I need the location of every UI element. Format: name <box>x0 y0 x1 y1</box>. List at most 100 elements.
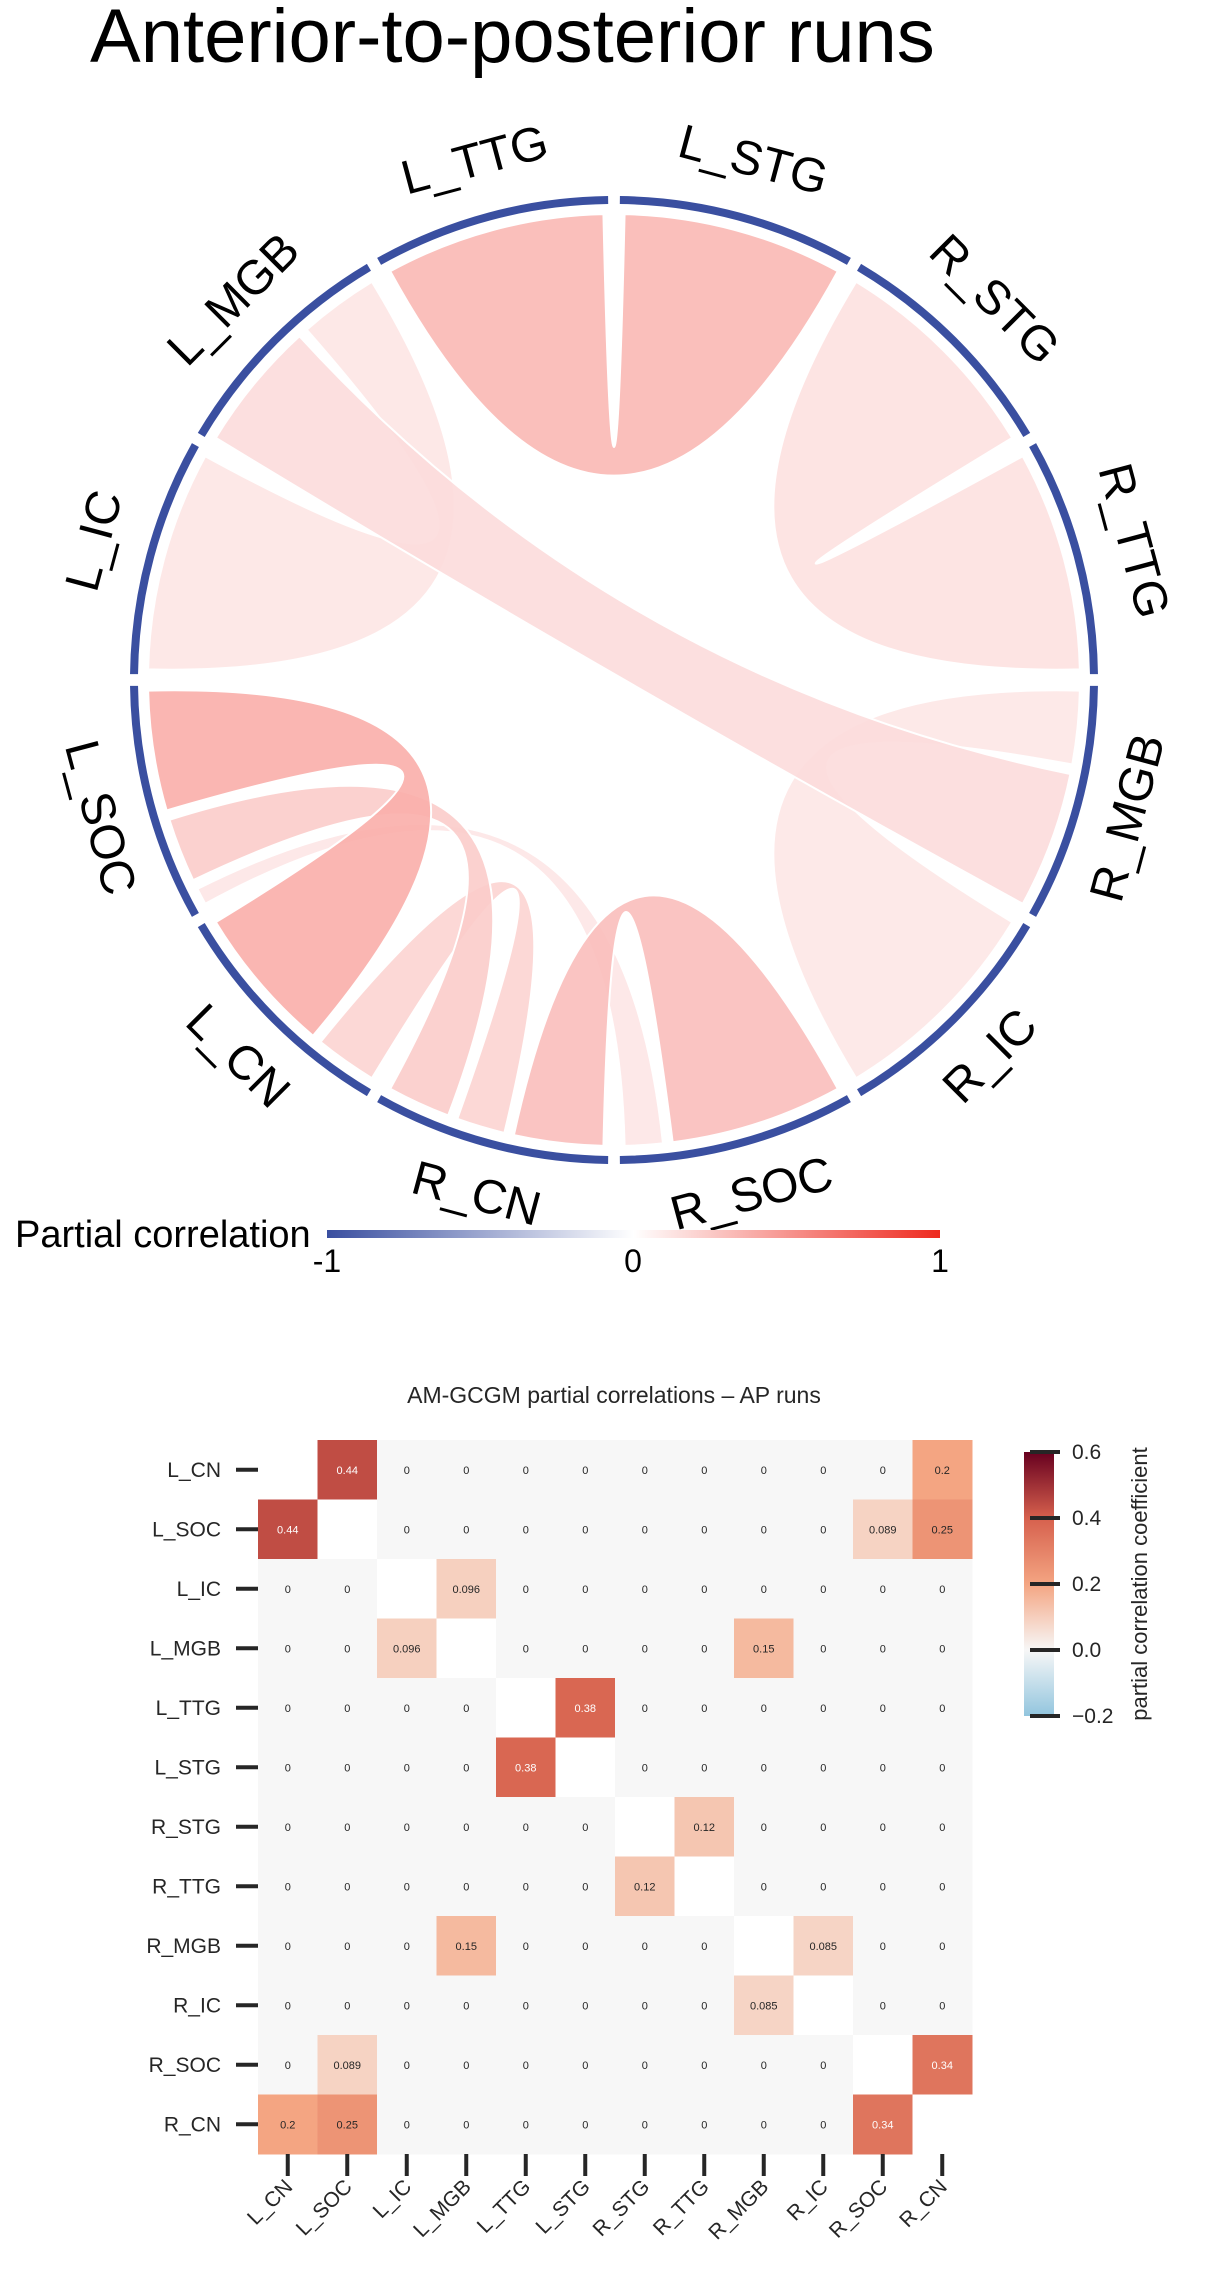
heatmap-col-label: R_SOC <box>825 2175 892 2242</box>
heatmap-cell-label: 0 <box>880 1762 886 1774</box>
heatmap-cell-label: 0.085 <box>809 1941 837 1953</box>
heatmap-cell <box>317 1440 378 1500</box>
chord-node-arc <box>1029 443 1098 675</box>
heatmap-cell-label: 0 <box>701 1941 707 1953</box>
heatmap-cells: 0.44 0 0 0 0 0 0 0 0 0 0.2 0.44 0 0 0 0 0 0 0 0 0.089 0.25 0 0 0… <box>258 1440 973 2155</box>
chord-node-label: L_TTG <box>396 116 554 206</box>
heatmap-cell-label: 0 <box>761 1881 767 1893</box>
heatmap-colorbar-label: partial correlation coefficient <box>1127 1447 1152 1721</box>
chord-colorbar-tick-min: -1 <box>313 1243 341 1279</box>
heatmap-cell-label: 0 <box>582 2119 588 2131</box>
heatmap-cell <box>377 1737 437 1798</box>
heatmap-cell <box>912 1440 973 1500</box>
heatmap-colorbar-tick-label: 0.0 <box>1072 1639 1101 1662</box>
chord-ribbon <box>772 280 1081 671</box>
heatmap-row-labels: L_CN L_SOC L_IC L_MGB L_TTG L_STG R_STG R_TTG R_… <box>146 1459 258 2136</box>
heatmap-cell <box>853 1737 913 1798</box>
heatmap-cell <box>436 1797 497 1857</box>
heatmap-cell-label: 0 <box>523 2119 529 2131</box>
heatmap-cell-label: 0 <box>463 2119 469 2131</box>
heatmap-cell-label: 0 <box>939 2000 945 2012</box>
heatmap-colorbar-tick-label: 0.4 <box>1072 1507 1102 1530</box>
heatmap-cell <box>436 1975 497 2036</box>
heatmap-cell <box>734 1559 794 1619</box>
heatmap-cell <box>793 1737 854 1798</box>
heatmap-cell-label: 0 <box>523 1822 529 1834</box>
heatmap-colorbar-ticks: 0.6 0.4 0.2 0.0 −0.2 <box>1030 1441 1113 1728</box>
heatmap-row-label: R_STG <box>151 1816 221 1839</box>
heatmap-cell-label: 0.096 <box>393 1643 421 1655</box>
heatmap-cell <box>377 1856 437 1917</box>
heatmap-cell-label: 0 <box>582 2000 588 2012</box>
heatmap-cell-label: 0.12 <box>694 1822 715 1834</box>
heatmap-cell-label: 0 <box>939 1822 945 1834</box>
heatmap-cell-label: 0 <box>701 2119 707 2131</box>
heatmap-col-label: R_MGB <box>704 2175 773 2244</box>
heatmap-cell <box>674 1975 735 2036</box>
heatmap-cell-label: 0 <box>404 1822 410 1834</box>
heatmap-cell-label: 0 <box>761 2119 767 2131</box>
heatmap-cell <box>377 1499 437 1560</box>
heatmap-cell <box>793 1618 854 1679</box>
heatmap-cell <box>436 1499 497 1560</box>
heatmap-cell-label: 0 <box>582 1524 588 1536</box>
heatmap-cell-label: 0 <box>463 1465 469 1477</box>
heatmap-cell-label: 0 <box>463 1822 469 1834</box>
heatmap-cell <box>912 1559 973 1619</box>
heatmap-cell-label: 0.38 <box>575 1703 596 1715</box>
chord-node-arc <box>619 1095 851 1164</box>
heatmap-cell <box>258 1499 318 1560</box>
heatmap-cell-label: 0 <box>344 1643 350 1655</box>
heatmap-cell <box>734 2094 794 2155</box>
chord-colorbar-gradient <box>327 1230 940 1238</box>
heatmap-cell <box>317 1737 378 1798</box>
heatmap-cell-label: 0 <box>880 1822 886 1834</box>
chord-ribbon <box>168 784 495 1117</box>
heatmap-cell <box>317 1559 378 1619</box>
heatmap-cell <box>793 1916 854 1976</box>
heatmap-cell <box>912 1975 973 2036</box>
heatmap-cell <box>258 2094 318 2155</box>
heatmap-cell-label: 0 <box>285 1822 291 1834</box>
heatmap-colorbar-tick-label: 0.2 <box>1072 1573 1101 1596</box>
chord-node-labels: L_STGR_STGR_TTGR_MGBR_ICR_SOCR_CNL_CNL_S… <box>54 115 1179 1241</box>
heatmap-cell <box>258 1618 318 1679</box>
heatmap-cell-label: 0 <box>582 1643 588 1655</box>
heatmap-cell-label: 0 <box>880 1465 886 1477</box>
heatmap-cell <box>734 1440 794 1500</box>
heatmap-cell-label: 0.12 <box>634 1881 655 1893</box>
heatmap-cell-label: 0 <box>344 1584 350 1596</box>
chord-node-arcs <box>130 196 1098 1164</box>
heatmap-row-label: L_SOC <box>152 1518 221 1541</box>
heatmap-col-label: L_STG <box>531 2175 594 2238</box>
heatmap-cell <box>555 1678 616 1738</box>
heatmap-cell-diagonal <box>674 1856 735 1917</box>
heatmap-cell <box>496 1559 556 1619</box>
heatmap-cell-label: 0 <box>523 2000 529 2012</box>
heatmap-cell-label: 0 <box>344 1941 350 1953</box>
heatmap-cell <box>793 1678 854 1738</box>
heatmap-cell <box>555 1797 616 1857</box>
heatmap-row-label: L_CN <box>167 1459 221 1482</box>
heatmap-cell-label: 0 <box>642 1643 648 1655</box>
heatmap-panel: AM-GCGM partial correlations – AP runs 0… <box>146 1382 973 2244</box>
chord-panel: Anterior-to-posterior runs L_STGR_STGR_T… <box>54 0 1179 1241</box>
heatmap-row-label: R_TTG <box>152 1875 221 1898</box>
chord-title: Anterior-to-posterior runs <box>90 0 935 79</box>
chord-node-label: R_IC <box>933 999 1048 1114</box>
chord-node-label: R_TTG <box>1088 458 1180 624</box>
heatmap-cell <box>555 1559 616 1619</box>
heatmap-cell-label: 0 <box>344 2000 350 2012</box>
heatmap-cell <box>377 2094 437 2155</box>
heatmap-cell-diagonal <box>615 1797 675 1857</box>
heatmap-cell <box>555 1618 616 1679</box>
heatmap-cell <box>912 1618 973 1679</box>
heatmap-colorbar: 0.6 0.4 0.2 0.0 −0.2 partial correlation coe… <box>1024 1441 1152 1728</box>
heatmap-cell-label: 0 <box>820 1465 826 1477</box>
chord-node-arc <box>857 923 1031 1097</box>
chord-node-label: L_STG <box>673 115 834 206</box>
heatmap-row-label: L_TTG <box>156 1697 221 1720</box>
heatmap-cell-label: 0 <box>463 1881 469 1893</box>
chord-node-arc <box>1029 685 1098 917</box>
